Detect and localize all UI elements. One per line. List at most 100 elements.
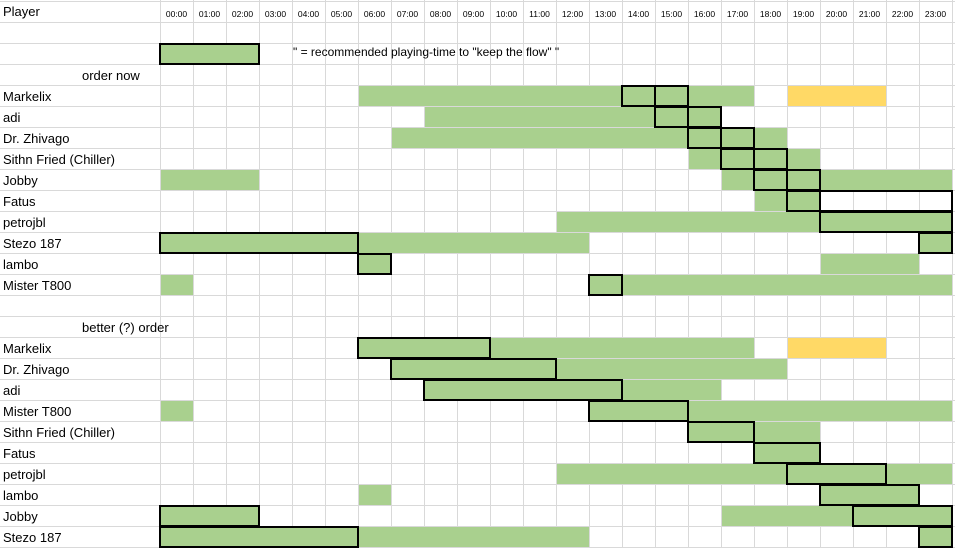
grid-column-line xyxy=(193,0,194,547)
player-name[interactable]: Dr. Zhivago xyxy=(3,131,70,146)
recommended-time-box[interactable] xyxy=(753,169,788,191)
hour-header[interactable]: 01:00 xyxy=(198,9,221,19)
recommended-time-box[interactable] xyxy=(786,169,821,191)
recommended-time-box[interactable] xyxy=(654,106,689,128)
hour-header[interactable]: 15:00 xyxy=(660,9,683,19)
recommended-time-box[interactable] xyxy=(357,337,491,359)
grid-row-line xyxy=(0,1,955,2)
recommended-time-box[interactable] xyxy=(687,106,722,128)
recommended-time-box[interactable] xyxy=(753,148,788,170)
section-title[interactable]: better (?) order xyxy=(82,320,169,335)
legend-sample-fill xyxy=(161,44,259,64)
player-name[interactable]: adi xyxy=(3,383,21,398)
recommended-time-box[interactable] xyxy=(918,526,953,548)
hour-header[interactable]: 05:00 xyxy=(330,9,353,19)
player-name[interactable]: lambo xyxy=(3,257,39,272)
recommended-time-box[interactable] xyxy=(786,463,887,485)
recommended-time-box[interactable] xyxy=(654,85,689,107)
hour-header[interactable]: 07:00 xyxy=(396,9,419,19)
player-name[interactable]: Jobby xyxy=(3,173,38,188)
hour-header[interactable]: 13:00 xyxy=(594,9,617,19)
hour-header[interactable]: 20:00 xyxy=(825,9,848,19)
hour-header[interactable]: 17:00 xyxy=(726,9,749,19)
recommended-time-box[interactable] xyxy=(423,379,623,401)
player-name[interactable]: Mister T800 xyxy=(3,404,72,419)
hour-header[interactable]: 23:00 xyxy=(924,9,947,19)
player-name[interactable]: petrojbl xyxy=(3,215,46,230)
grid-row-line xyxy=(0,253,955,254)
green-playtime-fill xyxy=(161,170,259,190)
hour-header[interactable]: 22:00 xyxy=(891,9,914,19)
green-playtime-fill xyxy=(656,86,754,106)
player-name[interactable]: Markelix xyxy=(3,341,52,356)
player-name[interactable]: Sithn Fried (Chiller) xyxy=(3,425,115,440)
player-name[interactable]: Fatus xyxy=(3,194,36,209)
yellow-playtime-fill xyxy=(788,86,886,106)
hour-header[interactable]: 19:00 xyxy=(792,9,815,19)
recommended-time-box[interactable] xyxy=(390,358,557,380)
recommended-time-box[interactable] xyxy=(819,211,953,233)
grid-row-line xyxy=(0,274,955,275)
recommended-time-box[interactable] xyxy=(852,505,953,527)
recommended-time-box[interactable] xyxy=(621,85,656,107)
recommended-time-box[interactable] xyxy=(687,421,755,443)
grid-column-line xyxy=(787,0,788,547)
hour-header[interactable]: 21:00 xyxy=(858,9,881,19)
green-playtime-fill xyxy=(359,485,391,505)
section-title[interactable]: order now xyxy=(82,68,140,83)
recommended-time-box[interactable] xyxy=(786,190,821,212)
grid-column-line xyxy=(556,0,557,547)
player-name[interactable]: Stezo 187 xyxy=(3,530,62,545)
recommended-time-box[interactable] xyxy=(819,190,953,212)
hour-header[interactable]: 16:00 xyxy=(693,9,716,19)
hour-header[interactable]: 14:00 xyxy=(627,9,650,19)
grid-row-line xyxy=(0,148,955,149)
grid-row-line xyxy=(0,526,955,527)
recommended-time-box[interactable] xyxy=(918,232,953,254)
hour-header[interactable]: 04:00 xyxy=(297,9,320,19)
recommended-time-box[interactable] xyxy=(588,274,623,296)
recommended-time-box[interactable] xyxy=(720,148,755,170)
player-name[interactable]: Markelix xyxy=(3,89,52,104)
recommended-time-box[interactable] xyxy=(357,253,392,275)
player-name[interactable]: Fatus xyxy=(3,446,36,461)
player-name[interactable]: lambo xyxy=(3,488,39,503)
hour-header[interactable]: 12:00 xyxy=(561,9,584,19)
hour-header[interactable]: 09:00 xyxy=(462,9,485,19)
player-name[interactable]: Jobby xyxy=(3,509,38,524)
recommended-time-box[interactable] xyxy=(588,400,689,422)
hour-header[interactable]: 18:00 xyxy=(759,9,782,19)
player-name[interactable]: Sithn Fried (Chiller) xyxy=(3,152,115,167)
hour-header[interactable]: 06:00 xyxy=(363,9,386,19)
player-header[interactable]: Player xyxy=(3,4,40,19)
recommended-time-box[interactable] xyxy=(159,526,359,548)
player-name[interactable]: Mister T800 xyxy=(3,278,72,293)
green-playtime-fill xyxy=(161,506,259,526)
recommended-time-box[interactable] xyxy=(159,232,359,254)
recommended-time-box[interactable] xyxy=(687,127,722,149)
grid-column-line xyxy=(292,0,293,547)
player-name[interactable]: Dr. Zhivago xyxy=(3,362,70,377)
green-playtime-fill xyxy=(557,212,952,232)
hour-header[interactable]: 02:00 xyxy=(231,9,254,19)
hour-header[interactable]: 00:00 xyxy=(165,9,188,19)
recommended-time-box[interactable] xyxy=(159,505,260,527)
recommended-time-box[interactable] xyxy=(753,442,821,464)
green-playtime-fill xyxy=(161,233,589,253)
player-name[interactable]: Stezo 187 xyxy=(3,236,62,251)
legend-sample-box[interactable] xyxy=(159,43,260,65)
recommended-time-box[interactable] xyxy=(720,127,755,149)
grid-column-line xyxy=(655,0,656,547)
hour-header[interactable]: 10:00 xyxy=(495,9,518,19)
grid-row-line xyxy=(0,316,955,317)
grid-row-line xyxy=(0,169,955,170)
legend-text[interactable]: " = recommended playing-time to "keep th… xyxy=(293,45,560,59)
recommended-time-box[interactable] xyxy=(819,484,920,506)
hour-header[interactable]: 11:00 xyxy=(529,9,550,19)
hour-header[interactable]: 03:00 xyxy=(264,9,287,19)
player-name[interactable]: adi xyxy=(3,110,21,125)
player-name[interactable]: petrojbl xyxy=(3,467,46,482)
hour-header[interactable]: 08:00 xyxy=(429,9,452,19)
green-playtime-fill xyxy=(392,359,787,379)
grid-row-line xyxy=(0,64,955,65)
